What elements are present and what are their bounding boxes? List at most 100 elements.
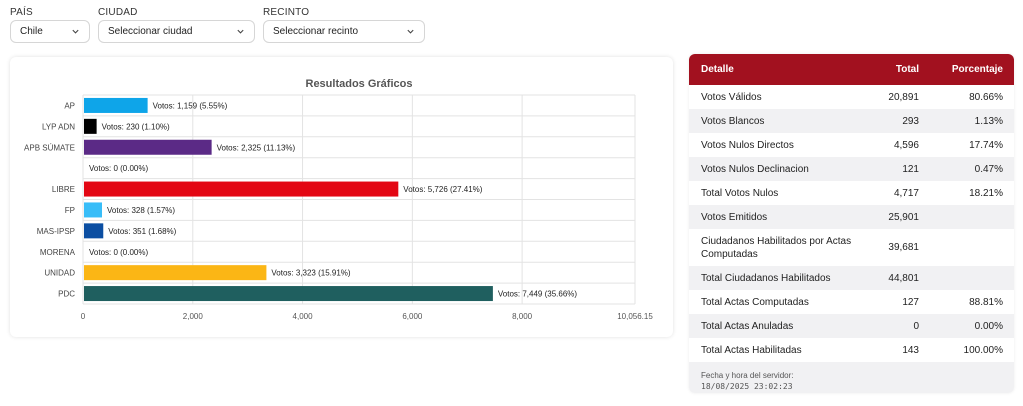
venue-select[interactable]: Seleccionar recinto — [263, 20, 425, 43]
row-porcentaje: 0.47% — [974, 163, 1003, 175]
bar-value-label: Votos: 0 (0.00%) — [89, 248, 148, 257]
category-label: MORENA — [40, 248, 76, 257]
results-chart-card: Resultados Gráficos 0 2,000 4,000 6,000 8,000… — [10, 57, 673, 337]
row-porcentaje: 1.13% — [974, 115, 1003, 127]
row-porcentaje: 17.74% — [969, 139, 1003, 151]
bar-value-label: Votos: 7,449 (35.66%) — [498, 290, 578, 299]
filter-city: CIUDAD Seleccionar ciudad — [98, 6, 255, 43]
bar-value-label: Votos: 2,325 (11.13%) — [217, 143, 296, 152]
row-detalle: Votos Emitidos — [701, 211, 768, 223]
category-label: FP — [65, 206, 75, 215]
x-tick-label: 6,000 — [402, 312, 423, 321]
table-row: Votos Emitidos 25,901 — [689, 205, 1014, 229]
row-total: 4,717 — [893, 187, 919, 199]
bar — [84, 139, 212, 155]
filter-city-label: CIUDAD — [98, 7, 138, 18]
bar — [84, 181, 399, 197]
row-total: 143 — [902, 344, 919, 356]
row-detalle: Votos Blancos — [701, 115, 765, 127]
category-label: APB SÚMATE — [24, 143, 75, 152]
category-label: LIBRE — [52, 185, 75, 194]
row-total: 293 — [902, 115, 919, 127]
bar-value-label: Votos: 3,323 (15.91%) — [271, 269, 351, 278]
row-detalle: Votos Válidos — [701, 91, 762, 103]
results-bar-chart: Resultados Gráficos 0 2,000 4,000 6,000 8,000… — [24, 78, 653, 321]
header-detalle: Detalle — [701, 64, 734, 75]
bar-value-label: Votos: 351 (1.68%) — [108, 227, 176, 236]
table-row: Total Actas Anuladas 0 0.00% — [689, 314, 1014, 338]
filters-bar: PAÍS Chile CIUDAD Seleccionar ciudad REC… — [10, 6, 433, 43]
bar — [84, 223, 104, 239]
row-porcentaje: 0.00% — [974, 320, 1003, 332]
city-select-value: Seleccionar ciudad — [108, 26, 193, 37]
row-total: 0 — [913, 320, 919, 332]
category-label: MAS-IPSP — [37, 227, 75, 236]
row-total: 20,891 — [888, 91, 919, 103]
server-timestamp: 18/08/2025 23:02:23 — [701, 382, 793, 391]
table-row: Total Actas Computadas 127 88.81% — [689, 290, 1014, 314]
row-detalle: Ciudadanos Habilitados por Actas Computa… — [701, 235, 852, 260]
x-tick-label: 2,000 — [183, 312, 204, 321]
table-row: Votos Blancos 293 1.13% — [689, 109, 1014, 133]
row-detalle: Votos Nulos Declinacion — [701, 163, 809, 175]
table-row: Votos Válidos 20,891 80.66% — [689, 85, 1014, 109]
row-detalle: Total Actas Anuladas — [701, 320, 794, 332]
table-row: Total Ciudadanos Habilitados 44,801 — [689, 266, 1014, 290]
country-select[interactable]: Chile — [10, 20, 90, 43]
table-row: Votos Nulos Directos 4,596 17.74% — [689, 133, 1014, 157]
bar — [84, 202, 103, 218]
category-label: AP — [64, 101, 75, 110]
row-detalle: Total Actas Computadas — [701, 296, 809, 308]
row-total: 127 — [902, 296, 919, 308]
row-total: 121 — [902, 163, 919, 175]
filter-country-label: PAÍS — [10, 7, 33, 18]
row-total: 44,801 — [888, 272, 919, 284]
row-total: 4,596 — [893, 139, 919, 151]
filter-venue: RECINTO Seleccionar recinto — [263, 6, 425, 43]
bar — [84, 286, 493, 302]
chart-title: Resultados Gráficos — [306, 78, 413, 90]
bar-value-label: Votos: 5,726 (27.41%) — [403, 185, 483, 194]
city-select[interactable]: Seleccionar ciudad — [98, 20, 255, 43]
row-porcentaje: 80.66% — [969, 91, 1003, 103]
bar — [84, 118, 97, 134]
filter-country: PAÍS Chile — [10, 6, 90, 43]
x-tick-label: 8,000 — [512, 312, 533, 321]
table-row: Total Actas Habilitadas 143 100.00% — [689, 338, 1014, 362]
table-row: Votos Nulos Declinacion 121 0.47% — [689, 157, 1014, 181]
row-total: 25,901 — [888, 211, 919, 223]
bar-value-label: Votos: 1,159 (5.55%) — [153, 101, 228, 110]
table-row: Ciudadanos Habilitados por Actas Computa… — [689, 229, 1014, 266]
table-row: Total Votos Nulos 4,717 18.21% — [689, 181, 1014, 205]
server-time-label: Fecha y hora del servidor: — [701, 371, 794, 380]
server-time-footer: Fecha y hora del servidor: 18/08/2025 23… — [689, 362, 1014, 393]
venue-select-value: Seleccionar recinto — [273, 26, 359, 37]
header-porcentaje: Porcentaje — [951, 64, 1003, 75]
row-porcentaje: 88.81% — [969, 296, 1003, 308]
row-porcentaje: 18.21% — [969, 187, 1003, 199]
bar-value-label: Votos: 328 (1.57%) — [107, 206, 175, 215]
table-header: Detalle Total Porcentaje — [689, 54, 1014, 85]
row-detalle: Votos Nulos Directos — [701, 139, 794, 151]
bar-value-label: Votos: 0 (0.00%) — [89, 164, 148, 173]
bar — [84, 265, 267, 281]
chevron-down-icon — [407, 29, 414, 34]
row-detalle: Total Votos Nulos — [701, 187, 779, 199]
bar — [84, 97, 148, 113]
x-tick-label: 0 — [81, 312, 86, 321]
bar-value-label: Votos: 230 (1.10%) — [102, 122, 170, 131]
results-table-card: Detalle Total Porcentaje Votos Válidos 20… — [689, 54, 1014, 393]
x-tick-label: 10,056.15 — [617, 312, 653, 321]
header-total: Total — [895, 64, 919, 75]
country-select-value: Chile — [20, 26, 43, 37]
row-detalle: Total Ciudadanos Habilitados — [701, 272, 831, 284]
category-label: PDC — [58, 290, 75, 299]
x-tick-label: 4,000 — [293, 312, 314, 321]
category-label: UNIDAD — [44, 269, 75, 278]
filter-venue-label: RECINTO — [263, 7, 310, 18]
row-detalle: Total Actas Habilitadas — [701, 344, 802, 356]
category-label: LYP ADN — [42, 122, 75, 131]
chevron-down-icon — [237, 29, 244, 34]
row-porcentaje: 100.00% — [963, 344, 1003, 356]
table-body: Votos Válidos 20,891 80.66% Votos Blancos 29… — [689, 85, 1014, 362]
